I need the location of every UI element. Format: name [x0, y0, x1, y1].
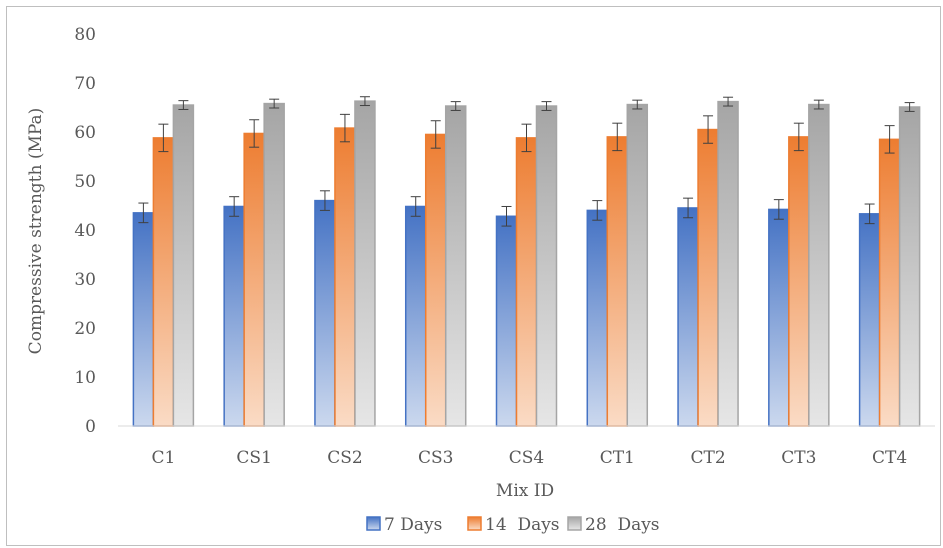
error-bar [541, 101, 552, 111]
error-bar [158, 123, 169, 153]
legend-label: 14 Days [485, 515, 560, 535]
legend-label: 7 Days [384, 515, 442, 535]
bar [768, 208, 790, 427]
bar [898, 106, 921, 427]
x-tick-label: CT1 [600, 448, 635, 468]
y-tick-label: 30 [74, 270, 96, 290]
error-bar [793, 122, 804, 152]
x-tick-label: CS4 [509, 448, 544, 468]
error-bar [410, 196, 421, 217]
error-bar [612, 122, 623, 152]
chart-frame [6, 6, 941, 546]
error-bar [138, 202, 149, 224]
bar [535, 105, 558, 427]
bar [626, 103, 649, 427]
error-bar [813, 99, 824, 110]
error-bar [773, 199, 784, 220]
error-bar [178, 100, 189, 110]
bar [314, 199, 336, 427]
legend-swatch [467, 516, 482, 531]
error-bar [229, 196, 240, 217]
y-tick-label: 0 [85, 417, 96, 437]
x-tick-label: CS1 [236, 448, 271, 468]
bar [334, 127, 356, 427]
y-tick-label: 10 [74, 368, 96, 388]
error-bar [269, 98, 280, 109]
error-bar [249, 119, 260, 148]
bar [878, 138, 901, 427]
bar [354, 100, 376, 427]
bar [697, 128, 719, 427]
bar [223, 205, 245, 427]
bar [152, 137, 175, 427]
error-bar [319, 190, 330, 211]
bar [717, 100, 739, 427]
error-bar [430, 120, 441, 149]
bar [788, 136, 810, 427]
y-tick-label: 40 [74, 221, 96, 241]
x-axis-label: Mix ID [496, 481, 554, 501]
legend: 7 Days 14 Days 28 Days [366, 515, 660, 535]
x-tick-label: CT3 [781, 448, 816, 468]
bar [243, 132, 265, 427]
bar [858, 213, 881, 427]
y-tick-label: 70 [74, 74, 96, 94]
y-axis-label: Compressive strength (MPa) [26, 108, 46, 355]
y-tick-label: 80 [74, 25, 96, 45]
legend-swatch [366, 516, 381, 531]
x-tick-label: CT4 [872, 448, 907, 468]
error-bar [683, 197, 694, 219]
error-bar [359, 96, 370, 107]
error-bar [703, 115, 714, 144]
error-bar [339, 113, 350, 143]
error-bar [864, 203, 875, 225]
error-bar [592, 200, 603, 221]
y-tick-label: 50 [74, 172, 96, 192]
legend-swatch [567, 516, 582, 531]
error-bar [501, 205, 512, 227]
bar [677, 207, 699, 427]
bar [132, 212, 155, 427]
error-bar [884, 125, 895, 154]
x-tick-label: CS2 [327, 448, 362, 468]
bar [404, 205, 427, 427]
bar [444, 105, 467, 427]
error-bar [632, 99, 643, 110]
bar [495, 215, 518, 427]
bar [808, 103, 830, 427]
y-tick-label: 20 [74, 319, 96, 339]
x-tick-label: CS3 [418, 448, 453, 468]
bar [586, 209, 609, 427]
bar [424, 133, 447, 427]
error-bar [521, 123, 532, 153]
error-bar [450, 101, 461, 111]
error-bar [723, 96, 734, 107]
x-tick-label: C1 [151, 448, 175, 468]
bar [606, 136, 629, 427]
y-tick-label: 60 [74, 123, 96, 143]
bar [172, 104, 195, 427]
legend-label: 28 Days [585, 515, 660, 535]
bar [515, 137, 538, 427]
x-tick-label: CT2 [690, 448, 725, 468]
bar [263, 102, 285, 427]
error-bar [904, 102, 915, 112]
